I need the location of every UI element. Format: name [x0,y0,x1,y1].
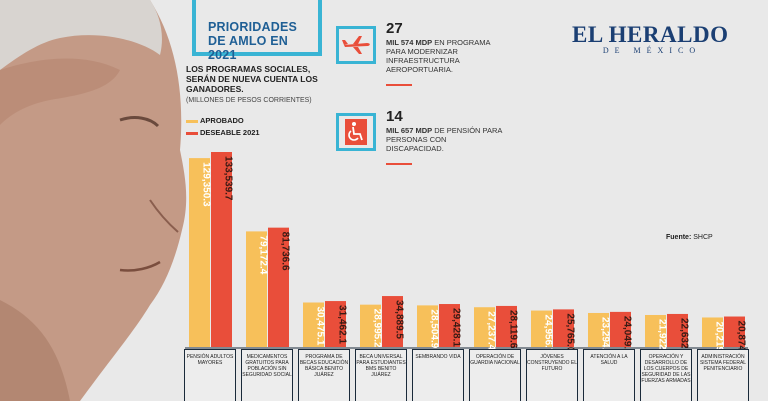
bar-aprobado-5 [474,307,495,347]
bar-aprobado-6 [531,310,552,347]
bar-aprobado-4 [417,305,438,347]
value-label-aprobado-8: 21,922.2 [657,319,668,358]
stat-2-bold: MIL 657 MDP [386,126,433,135]
value-label-aprobado-4: 28,504.9 [429,309,440,348]
value-label-aprobado-5: 27,237.4 [486,311,497,350]
legend-label-aprobado: APROBADO [200,116,244,125]
value-label-aprobado-1: 79,172.4 [258,235,269,274]
portrait-image [0,0,190,401]
subtitle: LOS PROGRAMAS SOCIALES, SERÁN DE NUEVA C… [186,64,318,94]
stat-1-underline [386,84,412,86]
stat-1-desc: EN PROGRAMA PARA MODERNIZAR INFRAESTRUCT… [386,38,491,74]
stat-1-bold: MIL 574 MDP [386,38,433,47]
airplane-icon [342,36,370,54]
legend-aprobado: APROBADO [186,116,244,125]
value-label-deseable-3: 34,889.5 [394,300,405,339]
value-label-deseable-8: 22,632.2 [679,318,690,357]
value-label-deseable-0: 133,539.7 [223,156,234,201]
bar-deseable-5 [496,305,517,347]
value-label-aprobado-0: 129,350.3 [201,162,212,207]
bar-deseable-3 [382,296,403,347]
bar-aprobado-0 [189,158,210,347]
value-label-aprobado-2: 30,475.1 [315,306,326,345]
stat-1-number: 27 [386,20,403,37]
bar-deseable-4 [439,304,460,347]
bar-deseable-2 [325,301,346,347]
category-label-5: OPERACIÓN DE GUARDIA NACIONAL [469,349,521,401]
value-label-deseable-4: 29,428.1 [451,308,462,347]
stat-2-number: 14 [386,108,403,125]
category-label-2: PROGRAMA DE BECAS EDUCACIÓN BÁSICA BENIT… [298,349,350,401]
wheelchair-icon [345,119,367,145]
legend-deseable: DESEABLE 2021 [186,128,260,137]
bar-aprobado-2 [303,302,324,347]
stat-2-text: MIL 657 MDP DE PENSIÓN PARA PERSONAS CON… [386,126,506,153]
wheelchair-icon-box [336,113,376,151]
brand-sub: DE MÉXICO [602,46,702,55]
category-label-7: ATENCIÓN A LA SALUD [583,349,635,401]
bar-aprobado-8 [645,314,666,347]
value-label-deseable-5: 28,119.6 [508,310,519,349]
source-label: Fuente: [666,234,692,241]
brand-name: EL HERALDO [572,22,729,47]
category-label-8: OPERACIÓN Y DESARROLLO DE LOS CUERPOS DE… [640,349,692,401]
value-label-aprobado-6: 24,956.7 [543,315,554,354]
bar-deseable-9 [724,316,745,347]
legend-label-deseable: DESEABLE 2021 [200,128,260,137]
title-line-2: DE AMLO EN 2021 [208,34,289,62]
category-label-0: PENSIÓN ADULTOS MAYORES [184,349,236,401]
bar-deseable-7 [610,311,631,347]
value-label-aprobado-9: 20,219.2 [714,321,725,360]
bar-aprobado-9 [702,317,723,347]
legend-swatch-aprobado [186,119,198,123]
stat-1-text: MIL 574 MDP EN PROGRAMA PARA MODERNIZAR … [386,38,506,74]
legend-swatch-deseable [186,131,198,135]
category-label-3: BECA UNIVERSAL PARA ESTUDIANTES BMS BENI… [355,349,407,401]
category-label-9: ADMINISTRACIÓN SISTEMA FEDERAL PENITENCI… [697,349,749,401]
bar-deseable-1 [268,227,289,347]
category-label-6: JÓVENES CONSTRUYENDO EL FUTURO [526,349,578,401]
bar-deseable-0 [211,152,232,347]
value-label-deseable-9: 20,874.0 [736,321,747,360]
category-label-1: MEDICAMENTOS GRATUITOS PARA POBLACIÓN SI… [241,349,293,401]
units-note: (MILLONES DE PESOS CORRIENTES) [186,97,312,104]
value-label-deseable-2: 31,462.1 [337,305,348,344]
title-line-1: PRIORIDADES [208,20,298,34]
value-label-aprobado-7: 23,294.8 [600,317,611,356]
value-label-aprobado-3: 28,995.2 [372,309,383,348]
value-label-deseable-6: 25,765.0 [565,313,576,352]
airplane-icon-box [336,26,376,64]
value-label-deseable-7: 24,049.2 [622,316,633,355]
bar-aprobado-1 [246,231,267,347]
stat-2-desc: DE PENSIÓN PARA PERSONAS CON DISCAPACIDA… [386,126,503,153]
bar-deseable-6 [553,309,574,347]
source-value: SHCP [693,234,713,241]
stat-2-underline [386,163,412,165]
title-box: PRIORIDADES DE AMLO EN 2021 [192,0,322,62]
bar-aprobado-7 [588,312,609,347]
bar-deseable-8 [667,313,688,347]
brand-logo: EL HERALDO DE MÉXICO [572,22,732,55]
source-note: Fuente: SHCP [666,234,713,241]
category-label-4: SEMBRANDO VIDA [412,349,464,401]
value-label-deseable-1: 81,736.6 [280,232,291,271]
bar-aprobado-3 [360,304,381,347]
